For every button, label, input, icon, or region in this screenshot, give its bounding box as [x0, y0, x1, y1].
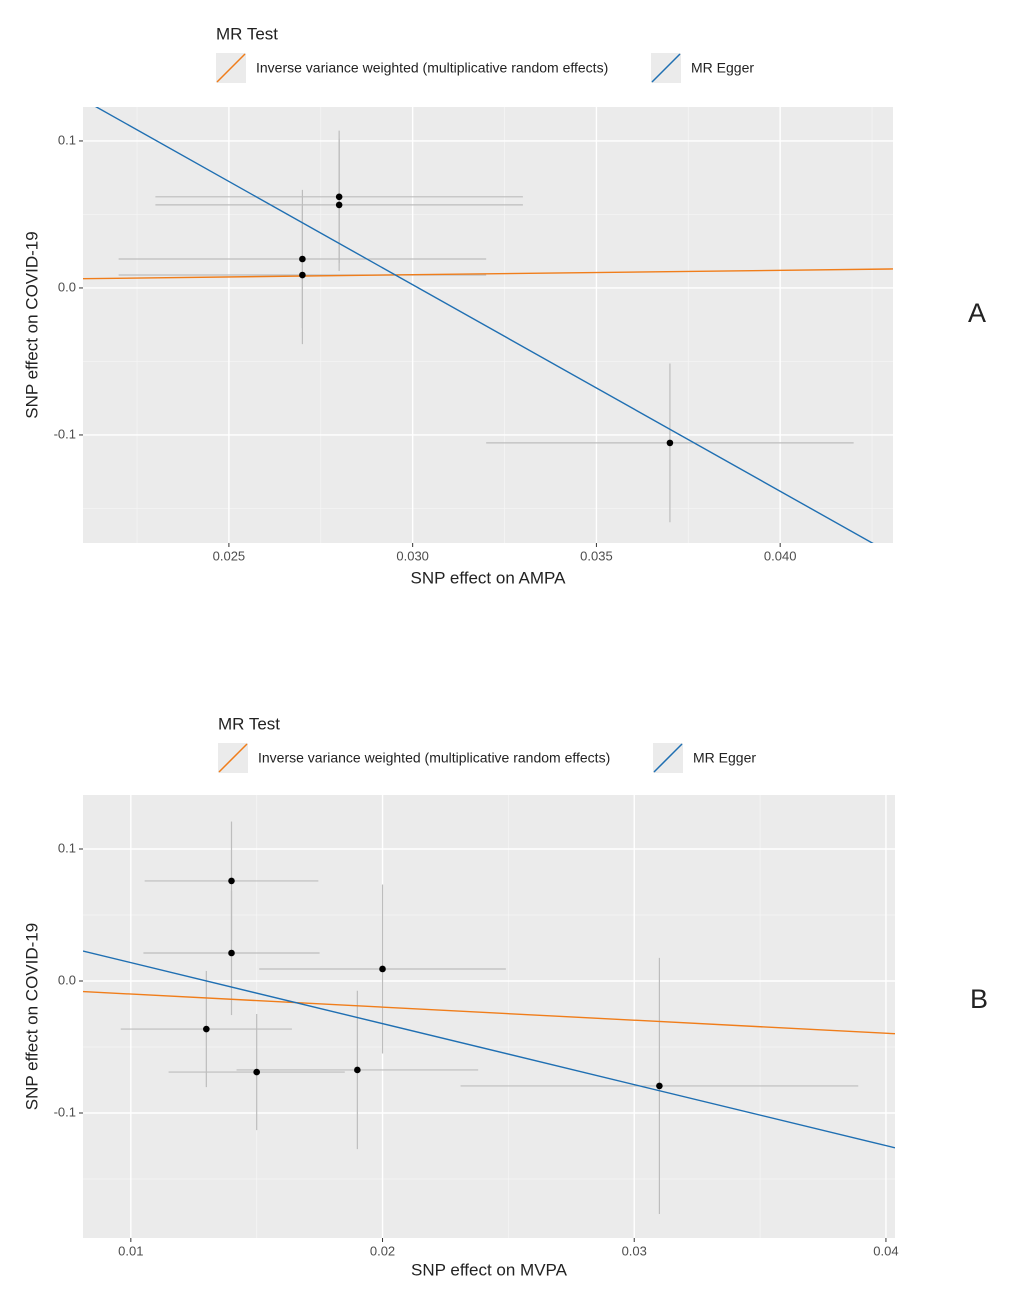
- legend-title: MR Test: [216, 24, 278, 43]
- regression-line: [83, 990, 895, 1035]
- point: [228, 949, 235, 957]
- point: [666, 439, 674, 447]
- point: [354, 1066, 361, 1074]
- x-axis-title: SNP effect on MVPA: [411, 1260, 568, 1279]
- y-tick-label: 0.1: [58, 840, 76, 855]
- legend-swatch: [653, 743, 683, 773]
- point: [228, 877, 235, 885]
- legend-swatch: [218, 743, 248, 773]
- y-axis-title: SNP effect on COVID-19: [22, 231, 41, 418]
- x-tick-label: 0.030: [396, 548, 429, 563]
- x-tick-label: 0.025: [213, 548, 246, 563]
- y-tick-label: 0.0: [58, 972, 76, 987]
- legend-label: MR Egger: [693, 750, 756, 766]
- point: [656, 1082, 663, 1090]
- y-tick-label: -0.1: [54, 426, 76, 441]
- plot-panel: [83, 107, 893, 543]
- x-tick-label: 0.01: [118, 1243, 143, 1258]
- panel-letter: B: [970, 984, 988, 1014]
- legend-label: Inverse variance weighted (multiplicativ…: [258, 750, 610, 766]
- regression-line: [83, 268, 893, 280]
- x-tick-label: 0.02: [370, 1243, 395, 1258]
- point: [299, 255, 306, 263]
- legend-swatch: [651, 53, 681, 83]
- x-tick-label: 0.03: [622, 1243, 647, 1258]
- point: [253, 1068, 260, 1076]
- legend-title: MR Test: [218, 714, 280, 733]
- y-tick-label: 0.0: [58, 279, 76, 294]
- legend-label: Inverse variance weighted (multiplicativ…: [256, 60, 608, 76]
- y-tick-label: -0.1: [54, 1104, 76, 1119]
- point: [335, 193, 343, 201]
- x-tick-label: 0.035: [580, 548, 613, 563]
- plot-panel: [83, 795, 895, 1238]
- regression-line: [94, 107, 874, 543]
- legend-swatch: [216, 53, 246, 83]
- x-axis-title: SNP effect on AMPA: [411, 568, 567, 587]
- point: [379, 965, 386, 973]
- y-tick-label: 0.1: [58, 132, 76, 147]
- x-tick-label: 0.04: [873, 1243, 898, 1258]
- legend-label: MR Egger: [691, 60, 754, 76]
- regression-line: [83, 950, 895, 1149]
- y-axis-title: SNP effect on COVID-19: [22, 923, 41, 1110]
- point: [299, 271, 306, 279]
- point: [335, 201, 343, 209]
- panel-letter: A: [968, 298, 986, 328]
- point: [203, 1025, 210, 1033]
- x-tick-label: 0.040: [764, 548, 797, 563]
